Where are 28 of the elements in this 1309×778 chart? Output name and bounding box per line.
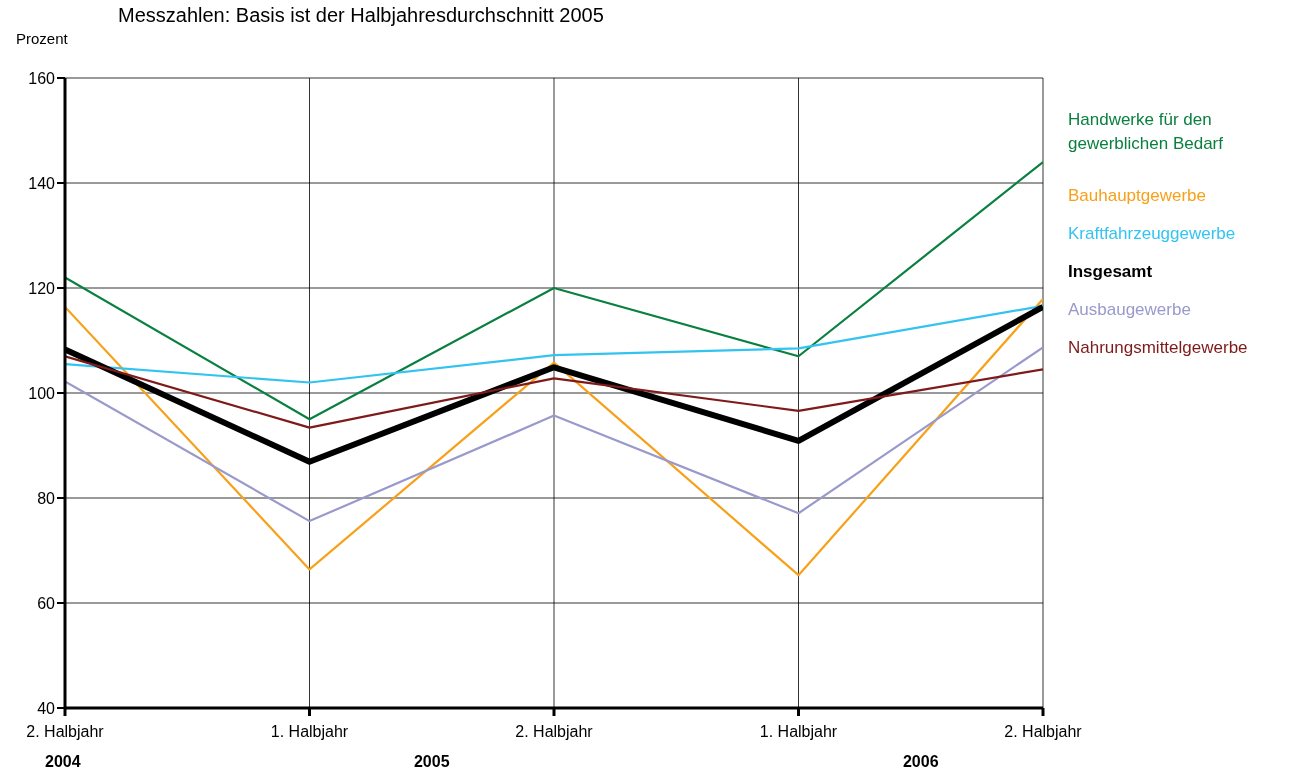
y-tick-label: 60 xyxy=(37,594,56,612)
text: Kraftfahrzeuggewerbe xyxy=(1068,223,1237,245)
x-tick-label: 2. Halbjahr xyxy=(1004,723,1083,741)
y-tick-label: 100 xyxy=(28,384,56,402)
text: 2006 xyxy=(901,753,940,771)
x-tick-label: 1. Halbjahr xyxy=(270,723,349,741)
y-tick-label: 80 xyxy=(37,489,56,507)
series-label: Handwerke für den gewerblichen Bedarf xyxy=(1068,109,1224,155)
y-tick-label: 40 xyxy=(37,699,56,717)
y-axis-title: Prozent xyxy=(16,30,68,47)
text: Bauhauptgewerbe xyxy=(1068,185,1207,207)
line-series xyxy=(65,304,1043,384)
line-series xyxy=(65,355,1043,429)
line-series xyxy=(65,346,1043,523)
text: Insgesamt xyxy=(1068,261,1154,283)
line-series xyxy=(65,297,1043,577)
text: 2005 xyxy=(412,753,451,771)
text: 2004 xyxy=(45,753,82,771)
y-tick-label: 140 xyxy=(28,174,56,192)
text: Ausbaugewerbe xyxy=(1068,299,1192,321)
x-tick-label: 2. Halbjahr xyxy=(26,723,105,741)
y-tick-label: 160 xyxy=(28,69,56,87)
series-label: Nahrungsmittelgewerbe xyxy=(1068,337,1249,359)
line-series xyxy=(65,160,1043,421)
x-tick-label: 2. Halbjahr xyxy=(515,723,594,741)
y-tick-label: 120 xyxy=(28,279,56,297)
x-tick-label: 1. Halbjahr xyxy=(759,723,838,741)
chart-title: Messzahlen: Basis ist der Halbjahresdurchschnitt 2005 xyxy=(118,4,604,27)
